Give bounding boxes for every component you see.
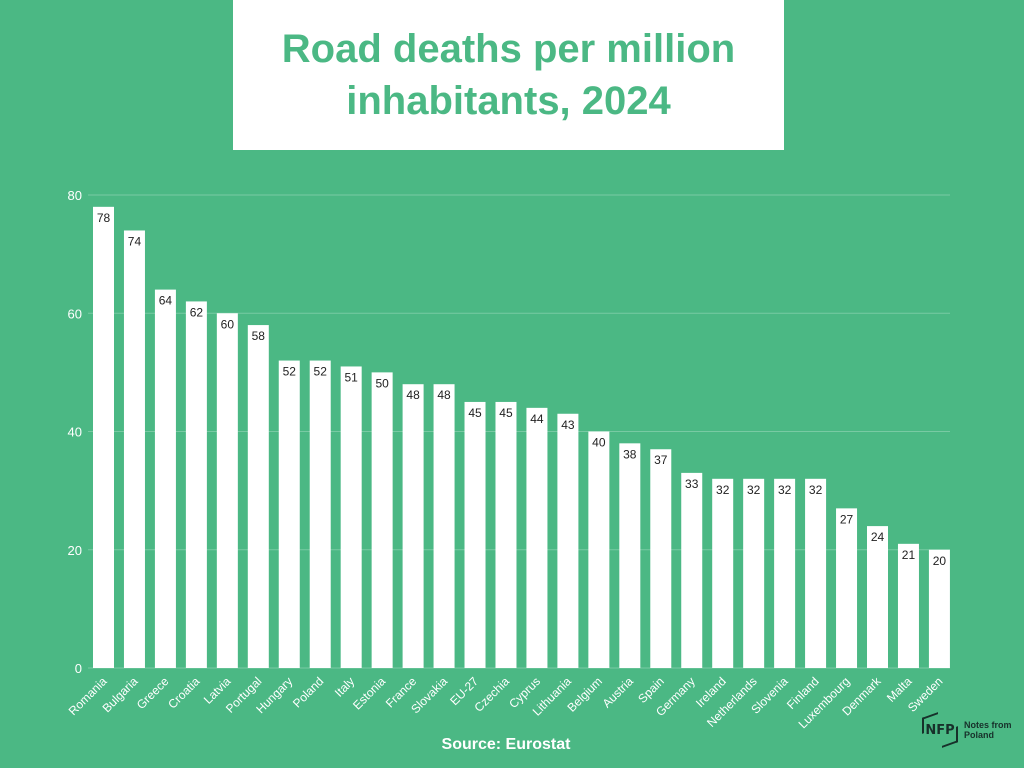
data-label: 51 — [345, 370, 359, 384]
data-label: 37 — [654, 453, 668, 467]
bar — [154, 289, 176, 668]
data-label: 52 — [314, 365, 328, 379]
bar — [588, 431, 610, 668]
nfp-logo: NFP Notes from Poland — [922, 712, 1012, 748]
bar — [681, 472, 703, 668]
bar — [247, 325, 269, 668]
data-label: 38 — [623, 447, 637, 461]
bar — [897, 543, 919, 668]
data-label: 64 — [159, 294, 173, 308]
x-tick-label: Romania — [66, 674, 110, 718]
bar — [340, 366, 362, 668]
source-note: Source: Eurostat — [441, 736, 571, 753]
data-label: 48 — [406, 388, 420, 402]
logo-text-line2: Poland — [964, 730, 995, 740]
y-tick-label: 80 — [68, 188, 82, 203]
bar — [867, 526, 888, 668]
x-tick-label: Poland — [290, 674, 326, 710]
data-label: 48 — [437, 388, 451, 402]
bar — [495, 401, 517, 668]
x-tick-label: Bulgaria — [100, 674, 141, 715]
data-label: 33 — [685, 477, 699, 491]
bar — [774, 478, 796, 668]
bar — [712, 478, 734, 668]
bar — [557, 413, 579, 668]
bar — [185, 301, 207, 668]
data-label: 24 — [871, 530, 885, 544]
bar — [433, 384, 455, 668]
data-label: 45 — [499, 406, 513, 420]
title-box: Road deaths per million inhabitants, 202… — [233, 0, 784, 150]
data-label: 52 — [283, 365, 297, 379]
logo-text: Notes from Poland — [964, 720, 1012, 740]
data-label: 32 — [778, 483, 792, 497]
bar — [309, 360, 331, 668]
data-label: 43 — [561, 418, 575, 432]
x-tick-label: Austria — [600, 674, 637, 711]
x-tick-label: Czechia — [472, 674, 513, 715]
logo-mark: NFP — [922, 712, 958, 748]
bar — [836, 508, 858, 668]
y-tick-label: 40 — [68, 425, 82, 440]
bar — [526, 407, 548, 668]
bar — [402, 384, 424, 668]
bar — [93, 206, 114, 668]
data-label: 50 — [375, 376, 389, 390]
bar — [278, 360, 300, 668]
x-tick-label: Sweden — [905, 674, 946, 715]
y-tick-label: 60 — [68, 306, 82, 321]
y-tick-label: 0 — [75, 661, 82, 676]
data-label: 40 — [592, 436, 606, 450]
data-label: 78 — [97, 211, 111, 225]
data-label: 60 — [221, 317, 235, 331]
bar — [650, 449, 672, 668]
data-label: 27 — [840, 512, 854, 526]
data-label: 32 — [716, 483, 730, 497]
bar — [123, 230, 145, 668]
bar — [216, 313, 238, 668]
data-label: 20 — [933, 554, 947, 568]
y-tick-label: 20 — [68, 543, 82, 558]
logo-text-line1: Notes from — [964, 720, 1012, 730]
bar — [619, 443, 641, 668]
bar — [371, 372, 393, 668]
bar — [928, 549, 950, 668]
bar — [805, 478, 827, 668]
x-tick-label: Greece — [134, 674, 172, 712]
x-tick-label: Estonia — [350, 674, 388, 712]
x-tick-label: Italy — [332, 674, 357, 699]
chart-title: Road deaths per million inhabitants, 202… — [281, 27, 736, 123]
x-tick-label: Croatia — [165, 674, 202, 711]
data-label: 21 — [902, 548, 916, 562]
data-label: 32 — [809, 483, 823, 497]
bar — [743, 478, 765, 668]
logo-mark-text: NFP — [925, 722, 955, 738]
data-label: 74 — [128, 234, 142, 248]
data-label: 44 — [530, 412, 544, 426]
data-label: 45 — [468, 406, 482, 420]
data-label: 32 — [747, 483, 761, 497]
x-tick-label: Belgium — [564, 674, 605, 715]
data-label: 62 — [190, 305, 204, 319]
data-label: 58 — [252, 329, 266, 343]
bar — [464, 401, 486, 668]
